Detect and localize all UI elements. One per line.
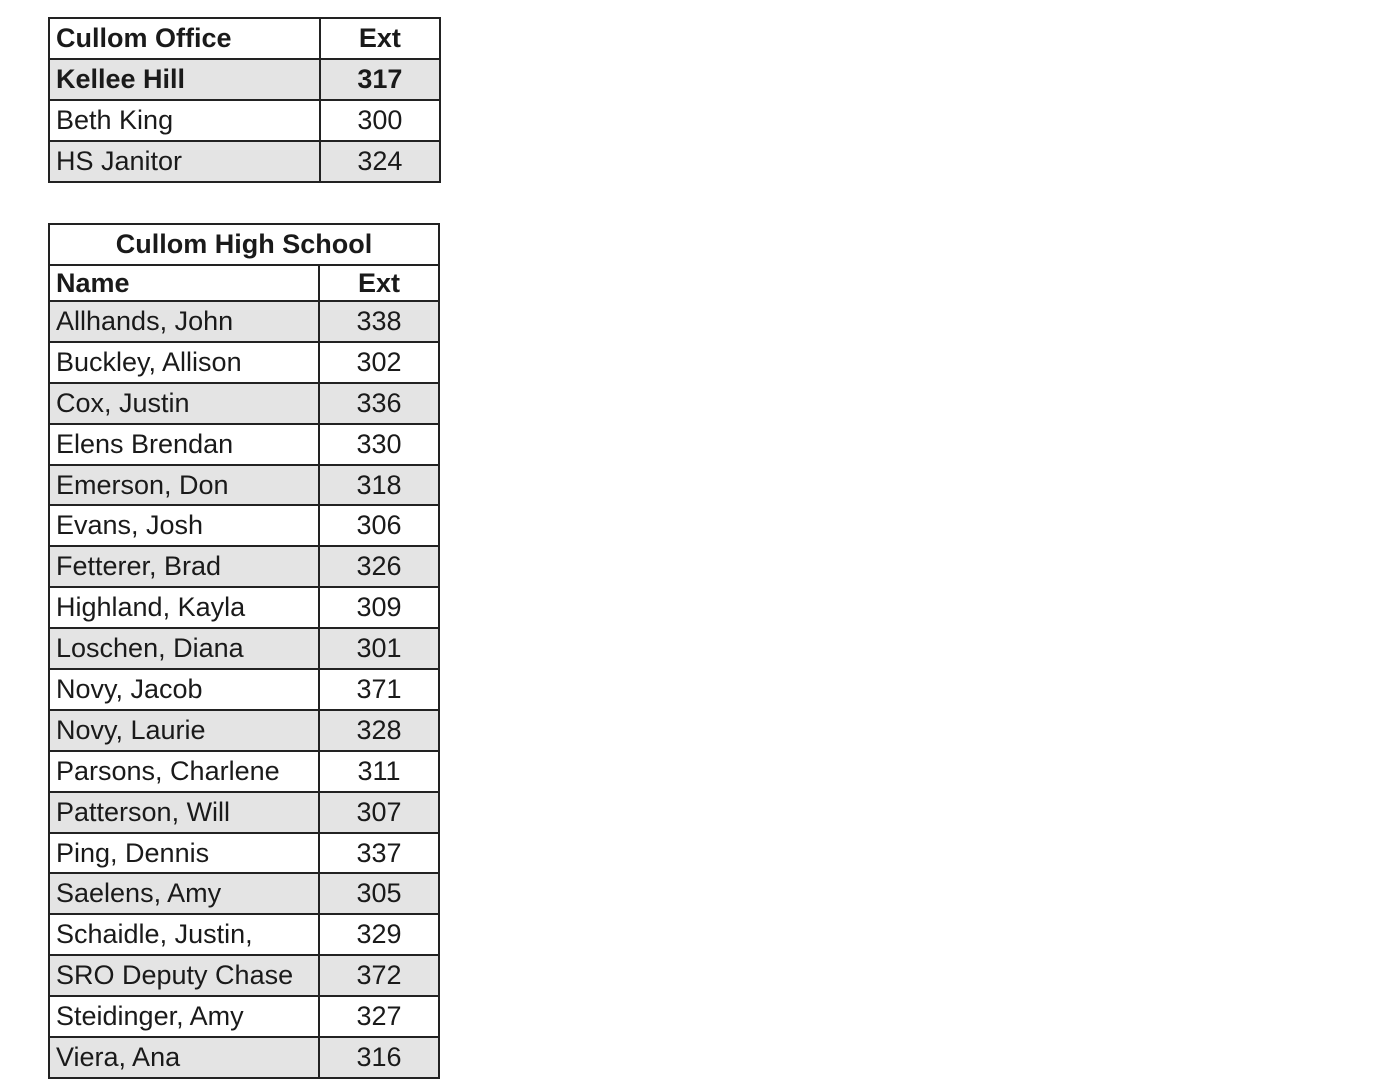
high-school-title-row: Cullom High School	[48, 223, 440, 266]
cell-name: Elens Brendan	[48, 422, 320, 466]
cell-ext: 307	[318, 790, 440, 834]
table-row: Steidinger, Amy 327	[48, 995, 440, 1039]
cell-name: Buckley, Allison	[48, 340, 320, 384]
table-row: Kellee Hill 317	[48, 58, 442, 101]
cell-ext: 336	[318, 381, 440, 425]
cell-ext: 330	[318, 422, 440, 466]
cell-name: Viera, Ana	[48, 1036, 320, 1079]
table-row: Ping, Dennis 337	[48, 831, 440, 875]
cell-name: Ping, Dennis	[48, 831, 320, 875]
cell-ext: 327	[318, 995, 440, 1039]
table-row: Viera, Ana 316	[48, 1036, 440, 1079]
cullom-office-table: Cullom Office Ext Kellee Hill 317 Beth Kin…	[48, 17, 442, 183]
cell-name: Parsons, Charlene	[48, 749, 320, 793]
cell-ext: 328	[318, 708, 440, 752]
cell-name: Steidinger, Amy	[48, 995, 320, 1039]
high-school-title: Cullom High School	[48, 223, 440, 266]
cell-name: Saelens, Amy	[48, 872, 320, 916]
cell-ext: 302	[318, 340, 440, 384]
office-header-name: Cullom Office	[48, 17, 321, 60]
high-school-header-row: Name Ext	[48, 264, 440, 302]
header-name: Name	[48, 264, 320, 302]
table-row: Saelens, Amy 305	[48, 872, 440, 916]
table-row: HS Janitor 324	[48, 140, 442, 183]
cell-ext: 318	[318, 463, 440, 507]
cell-name: Evans, Josh	[48, 504, 320, 548]
office-header-row: Cullom Office Ext	[48, 17, 442, 60]
cell-name: Emerson, Don	[48, 463, 320, 507]
cell-ext: 317	[318, 58, 442, 101]
cell-name: Cox, Justin	[48, 381, 320, 425]
cell-ext: 326	[318, 545, 440, 589]
cell-name: HS Janitor	[48, 140, 321, 183]
table-row: Allhands, John 338	[48, 300, 440, 343]
table-row: Buckley, Allison 302	[48, 340, 440, 384]
cell-name: Schaidle, Justin,	[48, 913, 320, 957]
cell-ext: 372	[318, 954, 440, 998]
table-row: Fetterer, Brad 326	[48, 545, 440, 589]
table-row: Cox, Justin 336	[48, 381, 440, 425]
cell-ext: 306	[318, 504, 440, 548]
cell-name: SRO Deputy Chase	[48, 954, 320, 998]
cell-name: Novy, Laurie	[48, 708, 320, 752]
cell-ext: 316	[318, 1036, 440, 1079]
cell-name: Novy, Jacob	[48, 668, 320, 711]
cell-ext: 301	[318, 627, 440, 671]
table-row: Patterson, Will 307	[48, 790, 440, 834]
table-row: Novy, Jacob 371	[48, 668, 440, 711]
cell-name: Beth King	[48, 99, 321, 142]
cell-ext: 371	[318, 668, 440, 711]
table-row: Beth King 300	[48, 99, 442, 142]
cell-ext: 329	[318, 913, 440, 957]
table-row: Highland, Kayla 309	[48, 586, 440, 630]
cell-ext: 311	[318, 749, 440, 793]
cell-name: Highland, Kayla	[48, 586, 320, 630]
cell-ext: 305	[318, 872, 440, 916]
cell-ext: 324	[318, 140, 442, 183]
table-row: Novy, Laurie 328	[48, 708, 440, 752]
cell-ext: 309	[318, 586, 440, 630]
header-ext: Ext	[318, 264, 440, 302]
table-row: Elens Brendan 330	[48, 422, 440, 466]
office-header-ext: Ext	[318, 17, 442, 60]
cullom-high-school-table: Cullom High School Name Ext Allhands, Jo…	[48, 223, 440, 1079]
table-row: Parsons, Charlene 311	[48, 749, 440, 793]
cell-name: Fetterer, Brad	[48, 545, 320, 589]
table-row: Schaidle, Justin, 329	[48, 913, 440, 957]
table-row: Evans, Josh 306	[48, 504, 440, 548]
cell-ext: 337	[318, 831, 440, 875]
cell-ext: 300	[318, 99, 442, 142]
cell-name: Allhands, John	[48, 300, 320, 343]
cell-ext: 338	[318, 300, 440, 343]
table-row: Emerson, Don 318	[48, 463, 440, 507]
cell-name: Patterson, Will	[48, 790, 320, 834]
cell-name: Kellee Hill	[48, 58, 321, 101]
table-row: SRO Deputy Chase 372	[48, 954, 440, 998]
table-row: Loschen, Diana 301	[48, 627, 440, 671]
cell-name: Loschen, Diana	[48, 627, 320, 671]
